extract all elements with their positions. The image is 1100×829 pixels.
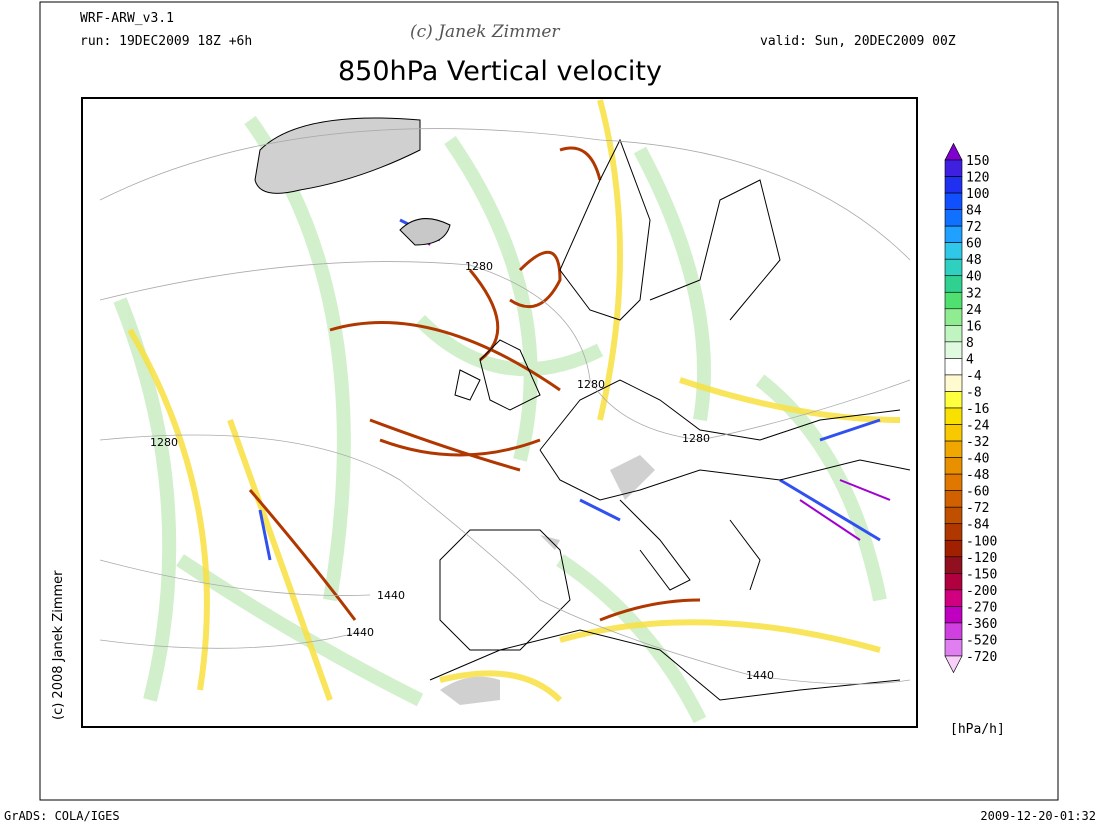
valid: valid: Sun, 20DEC2009 00Z: [760, 34, 956, 49]
map-background: [82, 98, 917, 727]
colorbar-label: 24: [966, 303, 982, 318]
colorbar-label: -8: [966, 385, 982, 400]
colorbar-label: 40: [966, 270, 982, 285]
colorbar-label: 120: [966, 171, 989, 186]
colorbar-box: [944, 490, 963, 508]
field-pattern: [248, 146, 701, 622]
colorbar-box: [944, 242, 963, 260]
colorbar-label: -200: [966, 584, 997, 599]
colorbar-box: [944, 556, 963, 574]
colorbar-box: [944, 275, 963, 293]
colorbar-box: [944, 176, 963, 194]
copyright: (c) Janek Zimmer: [410, 22, 560, 42]
colorbar-label: -520: [966, 633, 997, 648]
colorbar-label: -4: [966, 369, 982, 384]
colorbar-label: 48: [966, 253, 982, 268]
contour-label: 1280: [150, 436, 178, 449]
colorbar-box: [944, 358, 963, 376]
colorbar-box: [944, 391, 963, 409]
colorbar-label: -100: [966, 534, 997, 549]
colorbar-box: [944, 308, 963, 326]
colorbar-unit: [hPa/h]: [950, 722, 1005, 737]
colorbar-label: -32: [966, 435, 989, 450]
terrain: [440, 455, 655, 705]
colorbar-label: 16: [966, 319, 982, 334]
colorbar-label: 100: [966, 187, 989, 202]
colorbar-box: [944, 325, 963, 343]
colorbar-label: 72: [966, 220, 982, 235]
colorbar-label: -720: [966, 650, 997, 665]
colorbar-box: [944, 209, 963, 227]
colorbar-box: [944, 655, 963, 674]
model: WRF-ARW_v3.1: [80, 11, 174, 26]
greenland: [254, 117, 421, 194]
colorbar-box: [944, 374, 963, 392]
contours: [99, 128, 911, 685]
contour-label: 1440: [746, 669, 774, 682]
title: 850hPa Vertical velocity: [338, 56, 662, 87]
colorbar-label: -360: [966, 617, 997, 632]
colorbar-box: [944, 159, 963, 177]
colorbar-box: [944, 573, 963, 591]
colorbar-label: 32: [966, 286, 982, 301]
colorbar-label: -24: [966, 419, 990, 434]
colorbar: 150120100847260484032241684-4-8-16-24-32…: [944, 142, 997, 674]
coastlines: [429, 138, 911, 701]
colorbar-label: -48: [966, 468, 989, 483]
colorbar-box: [944, 589, 963, 607]
contour-label: 1280: [577, 378, 605, 391]
colorbar-box: [944, 622, 963, 640]
colorbar-box: [944, 639, 963, 657]
contour-label: 1440: [377, 589, 405, 602]
iceland: [399, 218, 451, 246]
colorbar-label: -16: [966, 402, 989, 417]
colorbar-label: 84: [966, 204, 982, 219]
colorbar-box: [944, 457, 963, 475]
run: run: 19DEC2009 18Z +6h: [80, 34, 252, 49]
colorbar-box: [944, 291, 963, 310]
field-pattern: [127, 99, 901, 703]
colorbar-label: -120: [966, 551, 997, 566]
colorbar-box: [944, 192, 963, 210]
footer-left: GrADS: COLA/IGES: [4, 809, 120, 823]
colorbar-label: 60: [966, 237, 982, 252]
map-frame: [81, 97, 918, 728]
colorbar-box: [944, 424, 963, 442]
contour-label: 1280: [682, 432, 710, 445]
colorbar-label: -270: [966, 600, 997, 615]
colorbar-box: [944, 473, 963, 491]
side-note: (c) 2008 Janek Zimmer: [51, 570, 66, 720]
colorbar-label: -40: [966, 452, 989, 467]
colorbar-box: [944, 523, 963, 541]
colorbar-box: [944, 258, 963, 277]
colorbar-box: [944, 506, 963, 525]
colorbar-label: -150: [966, 567, 997, 582]
colorbar-label: 8: [966, 336, 974, 351]
colorbar-box: [944, 225, 963, 243]
colorbar-box: [944, 440, 963, 458]
colorbar-box: [944, 606, 963, 624]
colorbar-box: [944, 407, 963, 425]
footer-right: 2009-12-20-01:32: [980, 809, 1096, 823]
map: 1280 1280 1280 1280 1440 1440 1440: [81, 97, 918, 728]
colorbar-box: [944, 539, 963, 558]
colorbar-label: 150: [966, 154, 989, 169]
contour-label: 1440: [346, 626, 374, 639]
colorbar-label: -72: [966, 501, 989, 516]
contour-label: 1280: [465, 260, 493, 273]
colorbar-label: -60: [966, 485, 989, 500]
colorbar-label: 4: [966, 352, 974, 367]
colorbar-box: [944, 341, 963, 359]
colorbar-label: -84: [966, 518, 990, 533]
